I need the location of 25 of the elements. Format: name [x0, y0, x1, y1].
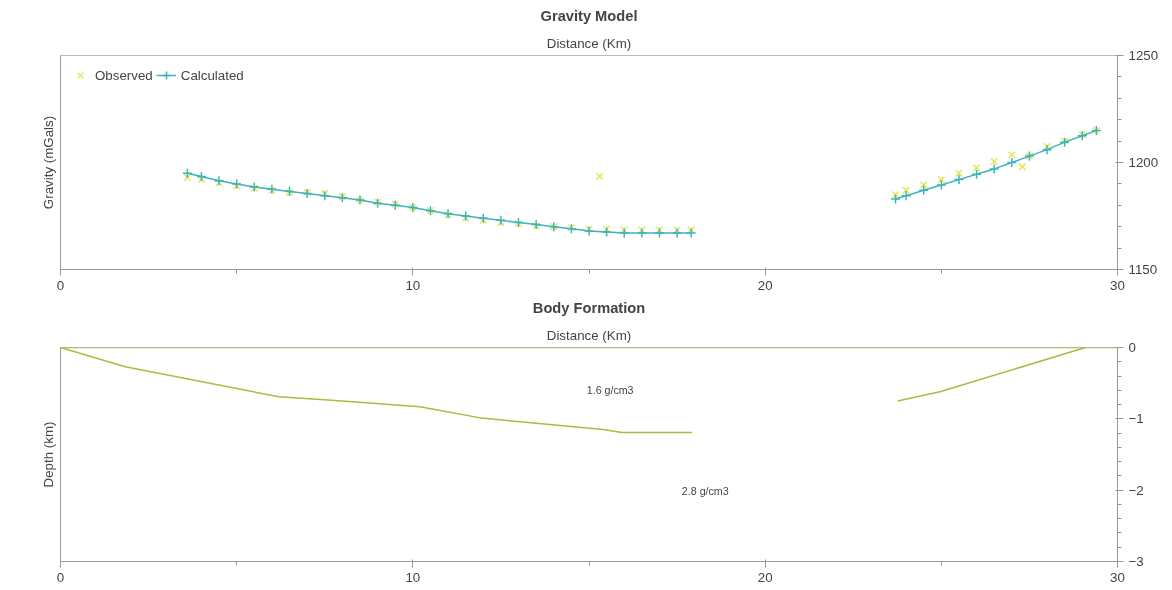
- x-tick-label: 0: [56, 569, 65, 585]
- x-axis-title: Distance (Km): [546, 35, 632, 51]
- annotation: 2.8 g/cm3: [681, 484, 729, 497]
- y-tick-label: −2: [1128, 482, 1144, 498]
- y-tick-label: 1150: [1128, 262, 1158, 277]
- y-tick-label: 1200: [1128, 155, 1159, 170]
- x-tick-label: 20: [757, 277, 773, 293]
- x-tick-label: 20: [757, 569, 773, 585]
- y-axis-title: Gravity (mGals): [40, 115, 56, 210]
- y-tick-label: 1250: [1128, 48, 1159, 63]
- y-tick-label: −1: [1128, 411, 1144, 427]
- legend-label: Observed: [95, 67, 153, 83]
- y-tick-label: −3: [1128, 554, 1144, 569]
- x-tick-label: 30: [1110, 277, 1125, 293]
- y-tick-label: 0: [1128, 340, 1136, 355]
- legend-label: Calculated: [180, 67, 244, 83]
- annotation: 1.6 g/cm3: [586, 384, 634, 397]
- x-tick-label: 10: [405, 277, 421, 293]
- x-tick-label: 0: [56, 277, 65, 293]
- x-tick-label: 30: [1110, 569, 1125, 585]
- y-axis-title: Depth (km): [40, 421, 56, 488]
- chart-title: Gravity Model: [540, 7, 638, 24]
- x-tick-label: 10: [405, 569, 421, 585]
- chart-title: Body Formation: [532, 299, 646, 316]
- x-axis-title: Distance (Km): [546, 327, 632, 343]
